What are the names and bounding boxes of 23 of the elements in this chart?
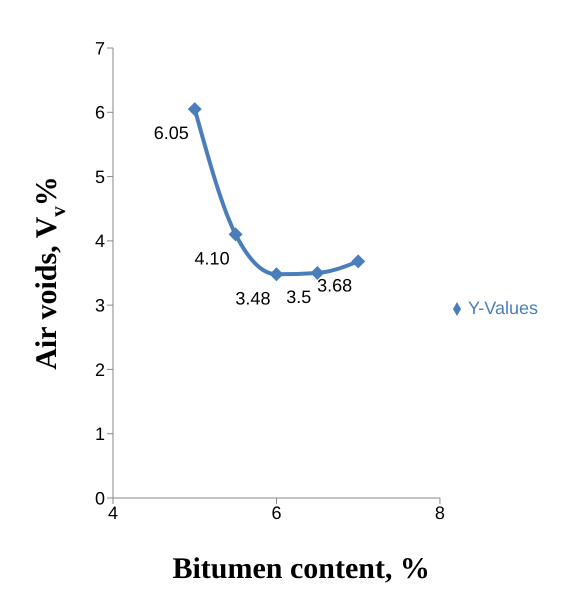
point <box>188 102 202 116</box>
y-tick-label: 2 <box>94 360 105 380</box>
data-label: 3.48 <box>235 288 270 308</box>
x-axis-title: Bitumen content, % <box>172 552 430 585</box>
x-tick-label: 8 <box>434 502 445 523</box>
y-tick-label: 3 <box>94 296 105 316</box>
data-label: 3.5 <box>286 287 312 307</box>
legend-label: Y-Values <box>468 298 538 318</box>
y-tick-label: 0 <box>94 488 105 508</box>
data-label: 3.68 <box>317 275 352 296</box>
y-tick-label: 7 <box>94 38 105 58</box>
data-label: 6.05 <box>154 123 189 144</box>
x-tick-label: 6 <box>271 502 282 523</box>
y-tick-label: 6 <box>94 102 105 123</box>
point <box>228 227 243 242</box>
y-tick-label: 1 <box>94 424 105 444</box>
y-tick-label: 5 <box>94 166 105 187</box>
point <box>351 254 366 268</box>
point <box>310 266 324 280</box>
y-tick-label: 4 <box>94 231 105 252</box>
data-label: 4.10 <box>194 248 230 268</box>
x-tick-label: 4 <box>108 502 118 523</box>
point <box>269 267 284 282</box>
